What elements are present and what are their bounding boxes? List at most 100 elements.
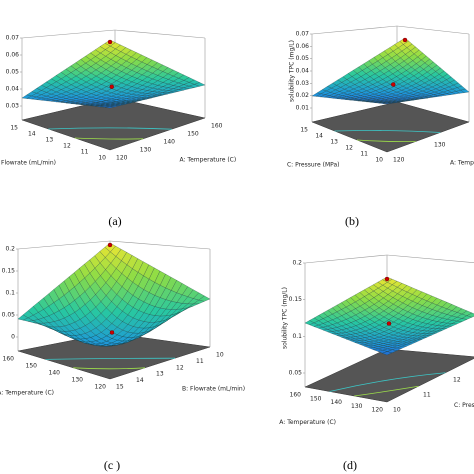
x-tick-label: 120	[393, 157, 405, 164]
design-point	[109, 330, 115, 335]
y-tick-label: 13	[46, 137, 54, 144]
box-edge	[386, 254, 474, 264]
y-tick-label: 10	[98, 155, 106, 162]
contour	[329, 372, 446, 392]
contour	[73, 367, 146, 370]
z-tick-label: 0.15	[289, 296, 303, 303]
x-tick-label: 150	[187, 131, 199, 138]
design-point	[384, 276, 390, 282]
x-tick-label: 10	[216, 352, 224, 359]
panel: 0.07 0.06 0.05 0.04 0.03 120 130 140 150 160 A: Te…	[0, 29, 236, 228]
x-tick-label: 130	[434, 142, 446, 149]
y-tick-label: 11	[360, 151, 368, 158]
floor	[311, 101, 470, 153]
y-tick-label: 140	[49, 370, 61, 377]
design-point	[386, 321, 392, 326]
y-tick-label: 140	[331, 399, 343, 406]
contour	[354, 385, 419, 397]
contour	[45, 357, 176, 360]
z-tick-label: 0.06	[6, 52, 20, 59]
x-tick-label: 160	[211, 123, 223, 130]
surface-cell	[466, 312, 474, 318]
x-tick-label: 12	[453, 377, 461, 384]
surface-cell	[198, 295, 211, 302]
surface-cell	[460, 88, 470, 93]
y-tick-label: 12	[63, 143, 71, 150]
y-tick-label: 12	[345, 145, 353, 152]
x-axis-label: B: Flowrate (mL/min)	[182, 386, 245, 393]
contour	[334, 130, 441, 133]
z-tick-label: 0.04	[296, 68, 310, 75]
x-tick-label: 12	[176, 364, 184, 371]
z-tick-label: 0.03	[296, 80, 310, 87]
z-tick-label: 0.1	[292, 333, 302, 340]
z-tick-label: 0.05	[296, 55, 310, 62]
y-axis-label: A: Temperature (C)	[0, 390, 54, 397]
y-tick-label: 11	[81, 149, 89, 156]
y-tick-label: 160	[290, 392, 302, 399]
z-tick-label: 0.01	[296, 105, 310, 112]
y-tick-label: 14	[28, 131, 36, 138]
z-tick-label: 0	[11, 334, 15, 341]
y-tick-label: 120	[95, 384, 107, 391]
panel: 0.2 0.15 0.1 0.05 0 15 14 13 12 11 10 B: Flowrate (…	[0, 240, 245, 472]
box-edge	[396, 25, 470, 35]
z-tick-label: 0.04	[6, 86, 20, 93]
z-tick-label: 0.15	[2, 268, 16, 275]
y-axis-label: B: Flowrate (mL/min)	[0, 160, 56, 167]
z-tick-label: 0.2	[292, 260, 302, 267]
y-axis-label: C: Pressure (MPa)	[287, 162, 340, 169]
x-tick-label: 14	[136, 377, 144, 384]
x-tick-label: 10	[393, 407, 401, 414]
z-tick-label: 0.03	[6, 103, 20, 110]
y-tick-label: 120	[372, 407, 384, 414]
x-tick-label: 13	[156, 371, 164, 378]
z-tick-label: 0.07	[296, 31, 310, 38]
y-tick-label: 130	[72, 377, 84, 384]
contour	[356, 139, 416, 142]
z-tick-label: 0.07	[6, 35, 20, 42]
panel-caption: (a)	[108, 214, 121, 228]
z-tick-label: 0.1	[5, 290, 15, 297]
y-tick-label: 15	[10, 125, 18, 132]
y-tick-label: 15	[300, 127, 308, 134]
y-tick-label: 130	[351, 403, 363, 410]
box-edge	[311, 25, 398, 35]
panel-caption: (d)	[343, 458, 357, 472]
x-tick-label: 11	[196, 358, 204, 365]
panel-caption: (b)	[345, 214, 359, 228]
x-tick-label: 15	[116, 384, 124, 391]
z-tick-label: 0.05	[6, 69, 20, 76]
floor	[21, 97, 206, 151]
panel: 0.2 0.15 0.1 0.05 solubility TPC (mg/L) 10 11 1…	[279, 254, 474, 472]
z-tick-label: 0.2	[5, 246, 15, 253]
x-axis-label: A: Temperature (C)	[450, 160, 474, 167]
floor	[304, 348, 474, 403]
contour	[74, 137, 144, 140]
x-tick-label: 11	[423, 392, 431, 399]
surface-cell	[194, 82, 206, 87]
y-tick-label: 150	[310, 395, 322, 402]
box-edge	[21, 29, 116, 39]
design-point	[107, 242, 113, 248]
design-point	[391, 82, 396, 87]
z-tick-label: 0.06	[296, 43, 310, 50]
box-edge	[109, 240, 211, 250]
z-tick-label: 0.05	[289, 370, 303, 377]
design-point	[402, 37, 408, 43]
panel-caption: (c )	[104, 458, 120, 472]
box-edge	[17, 240, 111, 250]
z-tick-label: 0.05	[2, 312, 16, 319]
x-tick-label: 130	[140, 147, 152, 154]
x-tick-label: 140	[164, 139, 176, 146]
x-axis-label: C: Pressure (MPa)	[454, 402, 474, 409]
y-tick-label: 14	[315, 133, 323, 140]
z-axis-label: solubility TPC (mg/L)	[289, 40, 296, 102]
design-point	[107, 39, 113, 45]
y-tick-label: 10	[375, 157, 383, 164]
y-axis-label: A: Temperature (C)	[279, 419, 336, 426]
box-edge	[304, 254, 388, 264]
z-tick-label: 0.02	[296, 92, 310, 99]
